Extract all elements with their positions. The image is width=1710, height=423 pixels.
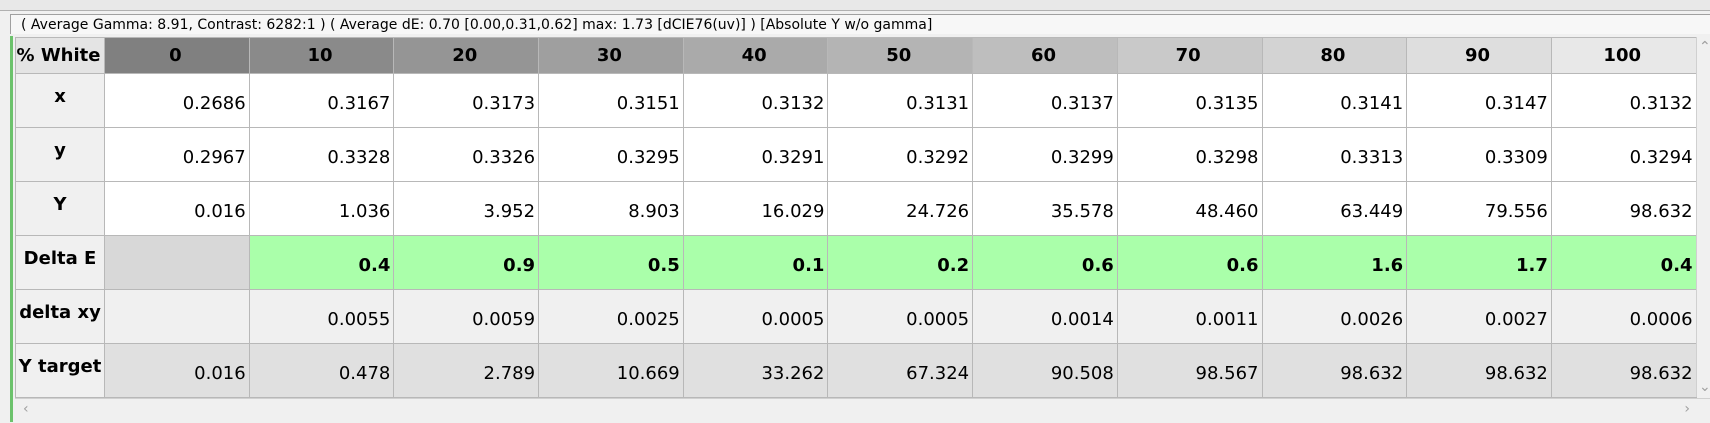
cell: 35.578 [972,181,1118,236]
cell: 8.903 [538,181,684,236]
cell: 0.3298 [1116,127,1263,182]
cell: 0.3295 [538,127,684,182]
cell: 1.036 [248,181,395,236]
cell: 0.3131 [827,73,974,128]
cell: 0.2967 [104,127,250,182]
cell: 33.262 [682,343,829,398]
cell: 24.726 [827,181,974,236]
cell: 0.1 [682,235,829,290]
column-header: 10 [248,37,395,74]
cell: 0.3292 [827,127,974,182]
measurements-table: % White 0 10 20 30 40 50 60 70 80 90 100 x 0.2686 0.31… [15,37,1697,398]
cell: 0.0011 [1116,289,1263,344]
cell: 0.3132 [1550,73,1697,128]
row-label: Y target [15,343,105,398]
cell: 0.3141 [1261,73,1408,128]
cell: 0.4 [248,235,395,290]
cell: 0.0025 [538,289,684,344]
header-row: % White 0 10 20 30 40 50 60 70 80 90 100 [15,37,1697,74]
data-row: y 0.2967 0.3328 0.3326 0.3295 0.3291 0.3292 0.3… [15,127,1697,182]
status-bar: ( Average Gamma: 8.91, Contrast: 6282:1 … [10,14,1710,34]
cell: 0.6 [1116,235,1263,290]
column-header: 60 [972,37,1118,74]
row-label: Delta E [15,235,105,290]
cell: 0.3291 [682,127,829,182]
cell: 98.632 [1261,343,1408,398]
cell: 0.478 [248,343,395,398]
cell: 0.3294 [1550,127,1697,182]
cell: 63.449 [1261,181,1408,236]
cell: 0.0059 [393,289,540,344]
cell [104,235,250,290]
data-row: x 0.2686 0.3167 0.3173 0.3151 0.3132 0.3131 0.3… [15,73,1697,128]
cell: 98.632 [1550,181,1697,236]
column-header: 100 [1550,37,1697,74]
cell: 0.016 [104,181,250,236]
cell: 16.029 [682,181,829,236]
cell: 0.3137 [972,73,1118,128]
column-header: 90 [1406,37,1552,74]
row-label: Y [15,181,105,236]
cell: 90.508 [972,343,1118,398]
cell: 10.669 [538,343,684,398]
cell: 1.6 [1261,235,1408,290]
cell: 0.3151 [538,73,684,128]
data-row: Y 0.016 1.036 3.952 8.903 16.029 24.726 35.578 4… [15,181,1697,236]
row-label: delta xy [15,289,105,344]
data-row: Y target 0.016 0.478 2.789 10.669 33.262 67.32… [15,343,1697,398]
cell: 0.3326 [393,127,540,182]
cell: 0.3328 [248,127,395,182]
cell: 0.0026 [1261,289,1408,344]
column-header: 20 [393,37,540,74]
cell: 0.0005 [827,289,974,344]
column-header: 50 [827,37,974,74]
data-row: delta xy 0.0055 0.0059 0.0025 0.0005 0.0005 0.… [15,289,1697,344]
cell: 0.0055 [248,289,395,344]
cell: 0.9 [393,235,540,290]
cell: 0.3147 [1406,73,1552,128]
cell: 0.3132 [682,73,829,128]
cell: 0.0014 [972,289,1118,344]
cell: 0.2686 [104,73,250,128]
cell: 0.4 [1550,235,1697,290]
cell [104,289,250,344]
cell: 0.0006 [1550,289,1697,344]
cell: 0.2 [827,235,974,290]
row-label: x [15,73,105,128]
column-header: 40 [682,37,829,74]
column-header: 80 [1261,37,1408,74]
cell: 0.6 [972,235,1118,290]
cell: 0.5 [538,235,684,290]
cell: 2.789 [393,343,540,398]
column-header: 70 [1116,37,1263,74]
window-frame [0,0,1710,11]
cell: 0.3309 [1406,127,1552,182]
cell: 0.3313 [1261,127,1408,182]
vertical-scrollbar[interactable]: ⌃ ⌄ [1696,37,1710,397]
cell: 0.3167 [248,73,395,128]
cell: 0.0005 [682,289,829,344]
cell: 98.632 [1406,343,1552,398]
cell: 0.016 [104,343,250,398]
cell: 1.7 [1406,235,1552,290]
cell: 0.3135 [1116,73,1263,128]
column-header: 0 [104,37,250,74]
cell: 3.952 [393,181,540,236]
cell: 0.3299 [972,127,1118,182]
cell: 98.632 [1550,343,1697,398]
cell: 79.556 [1406,181,1552,236]
cell: 48.460 [1116,181,1263,236]
row-label: y [15,127,105,182]
data-row: Delta E 0.4 0.9 0.5 0.1 0.2 0.6 0.6 1.6 1.7 0.4 [15,235,1697,290]
horizontal-scrollbar[interactable]: ‹ › [15,398,1710,423]
cell: 98.567 [1116,343,1263,398]
cell: 0.3173 [393,73,540,128]
cell: 67.324 [827,343,974,398]
corner-header: % White [15,37,105,74]
column-header: 30 [538,37,684,74]
cell: 0.0027 [1406,289,1552,344]
frame-edge [10,36,13,422]
